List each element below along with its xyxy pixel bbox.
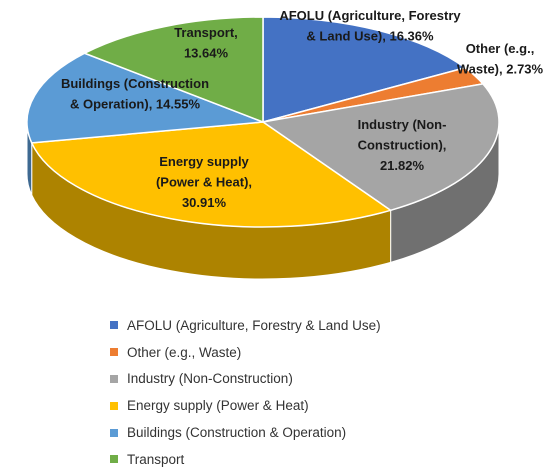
- legend-item: AFOLU (Agriculture, Forestry & Land Use): [110, 312, 540, 339]
- legend-item: Other (e.g., Waste): [110, 339, 540, 366]
- pie-slice-4: [26, 52, 264, 144]
- data-label-4: Buildings (Construction & Operation), 14.…: [61, 76, 209, 112]
- data-label-2: Industry (Non-Construction), 21.82%: [358, 117, 447, 173]
- legend-label: Buildings (Construction & Operation): [127, 425, 347, 441]
- chart-legend: AFOLU (Agriculture, Forestry & Land Use)…: [110, 312, 540, 473]
- data-label-1: Other (e.g., Waste), 2.73%: [457, 41, 544, 77]
- legend-swatch: [110, 321, 118, 330]
- legend-label: Other (e.g., Waste): [127, 344, 242, 360]
- data-label-3: Energy supply (Power & Heat), 30.91%: [156, 154, 252, 210]
- legend-label: Energy supply (Power & Heat): [127, 398, 309, 414]
- legend-item: Buildings (Construction & Operation): [110, 419, 540, 446]
- legend-item: Transport: [110, 446, 540, 473]
- pie-tops: [26, 16, 500, 228]
- legend-swatch: [110, 428, 118, 437]
- pie-data-labels: AFOLU (Agriculture, Forestry & Land Use),…: [61, 8, 544, 210]
- legend-swatch: [110, 348, 118, 357]
- pie-slice-0: [262, 16, 466, 123]
- legend-item: Industry (Non-Construction): [110, 366, 540, 393]
- legend-item: Energy supply (Power & Heat): [110, 392, 540, 419]
- legend-swatch: [110, 455, 118, 464]
- legend-label: AFOLU (Agriculture, Forestry & Land Use): [127, 317, 381, 333]
- data-label-0: AFOLU (Agriculture, Forestry & Land Use),…: [279, 8, 461, 44]
- data-label-5: Transport, 13.64%: [174, 25, 238, 61]
- legend-swatch: [110, 374, 118, 383]
- pie-slice-5: [83, 16, 264, 123]
- pie-slice-2: [262, 83, 500, 212]
- legend-swatch: [110, 401, 118, 410]
- legend-label: Industry (Non-Construction): [127, 371, 293, 387]
- pie-slice-3: [30, 121, 392, 228]
- legend-label: Transport: [127, 451, 185, 467]
